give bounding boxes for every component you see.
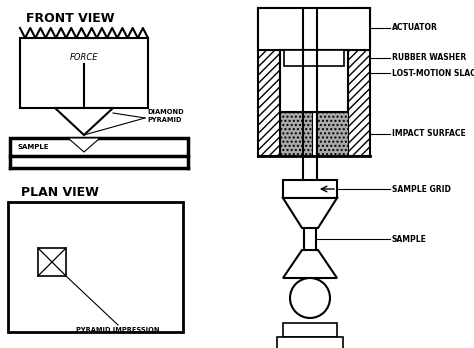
Bar	[10, 138, 188, 156]
Bar	[20, 38, 148, 108]
Circle shape	[290, 278, 330, 318]
Polygon shape	[55, 108, 113, 135]
Polygon shape	[283, 198, 337, 228]
Bar	[38, 248, 66, 276]
Text: FORCE: FORCE	[70, 54, 98, 63]
Bar	[284, 50, 344, 66]
Bar	[316, 112, 348, 156]
Text: FRONT VIEW: FRONT VIEW	[26, 12, 114, 25]
Bar	[277, 337, 343, 348]
Bar	[258, 8, 280, 156]
Bar	[348, 8, 370, 156]
Bar	[283, 180, 337, 198]
Text: RUBBER WASHER: RUBBER WASHER	[392, 54, 466, 63]
Bar	[8, 202, 183, 332]
Polygon shape	[68, 138, 100, 152]
Polygon shape	[283, 250, 337, 278]
Text: PLAN VIEW: PLAN VIEW	[21, 186, 99, 199]
Bar	[280, 50, 348, 112]
Text: IMPACT SURFACE: IMPACT SURFACE	[392, 129, 466, 139]
Text: SAMPLE GRID: SAMPLE GRID	[392, 184, 451, 193]
Text: SAMPLE: SAMPLE	[392, 235, 427, 244]
Bar	[283, 323, 337, 337]
Bar	[280, 112, 312, 156]
Text: SAMPLE: SAMPLE	[18, 144, 49, 150]
Text: DIAMOND
PYRAMID: DIAMOND PYRAMID	[147, 109, 183, 123]
Text: ACTUATOR: ACTUATOR	[392, 24, 438, 32]
Text: PYRAMID IMPRESSION: PYRAMID IMPRESSION	[76, 327, 160, 333]
Text: LOST-MOTION SLACK: LOST-MOTION SLACK	[392, 69, 474, 78]
Bar	[258, 8, 370, 50]
